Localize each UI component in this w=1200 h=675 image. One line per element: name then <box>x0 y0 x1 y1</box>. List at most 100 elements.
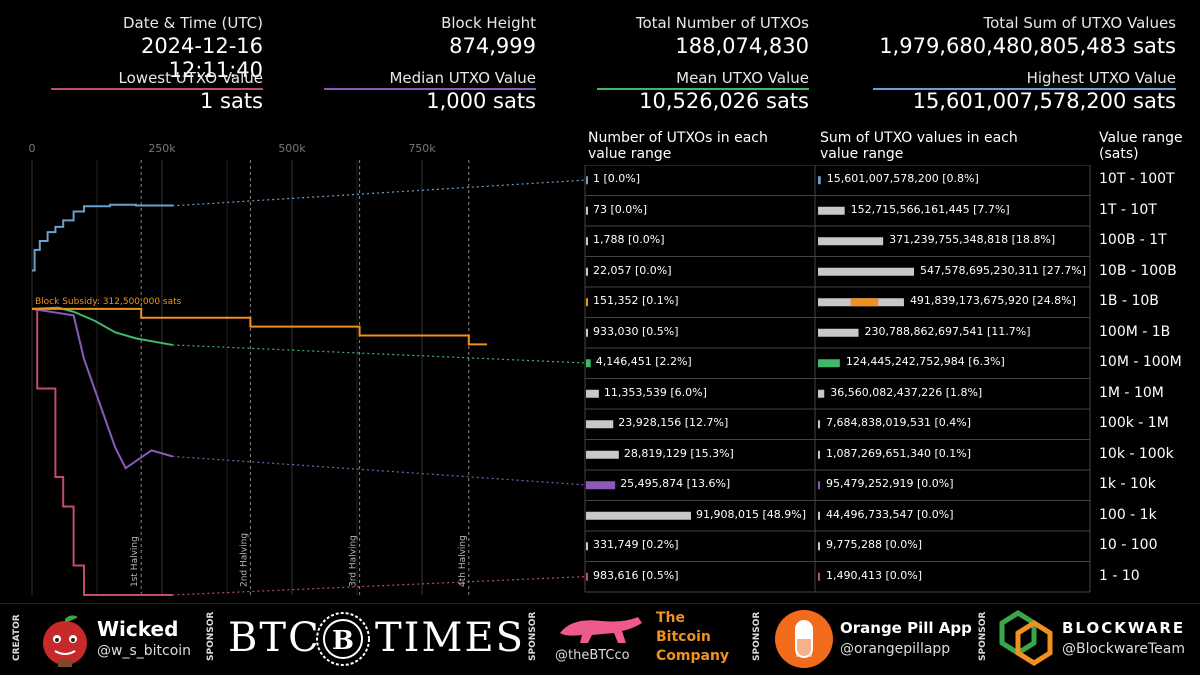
stat-bottom-label: Median UTXO Value <box>389 69 536 87</box>
sum-bar <box>818 481 820 490</box>
x-tick-label: 250k <box>148 142 176 155</box>
sum-bar <box>818 267 914 276</box>
connector-line <box>172 455 588 486</box>
sum-label: 547,578,695,230,311 [27.7%] <box>920 263 1086 277</box>
count-bar <box>586 572 588 581</box>
stat-bottom-1: Median UTXO Value 1,000 sats <box>316 69 536 113</box>
utxo-range-table <box>584 165 1091 593</box>
stat-bottom-underline <box>51 88 263 90</box>
blockware-handle[interactable]: @BlockwareTeam <box>1062 641 1185 657</box>
btctimes-logo-left[interactable]: BTC <box>228 615 321 661</box>
stat-top-value: 874,999 <box>449 34 536 58</box>
sum-label: 36,560,082,437,226 [1.8%] <box>830 385 983 399</box>
value-range-label: 1T - 10T <box>1099 201 1157 218</box>
count-bar <box>586 176 588 185</box>
connector-line <box>172 179 588 207</box>
x-tick-label: 500k <box>278 142 306 155</box>
value-range-label: 10B - 100B <box>1099 262 1177 279</box>
count-label: 933,030 [0.5%] <box>593 324 679 338</box>
count-label: 1 [0.0%] <box>593 172 641 186</box>
halving-label: 2nd Halving <box>239 533 249 587</box>
bitcoin-company-name: The Bitcoin Company <box>656 609 729 666</box>
count-bar <box>586 359 591 368</box>
bitcoin-company-handle[interactable]: @theBTCco <box>555 648 630 663</box>
count-label: 25,495,874 [13.6%] <box>620 477 731 491</box>
stat-bottom-value: 1,000 sats <box>426 89 536 113</box>
sponsor-label-2: SPONSOR <box>528 611 538 661</box>
sum-label: 152,715,566,161,445 [7.7%] <box>850 202 1010 216</box>
value-range-label: 1k - 10k <box>1099 476 1156 493</box>
count-bar <box>586 389 599 398</box>
count-bar <box>586 237 588 246</box>
count-label: 151,352 [0.1%] <box>593 294 679 308</box>
count-bar <box>586 511 691 520</box>
sum-label: 15,601,007,578,200 [0.8%] <box>826 172 979 186</box>
sponsor-label-3: SPONSOR <box>752 611 762 661</box>
sum-bar <box>818 420 820 429</box>
stat-bottom-label: Highest UTXO Value <box>1026 69 1176 87</box>
creator-name: Wicked <box>97 617 179 641</box>
stat-bottom-3: Highest UTXO Value 15,601,007,578,200 sat… <box>856 69 1176 113</box>
x-tick-label: 0 <box>29 142 36 155</box>
bitcoin-company-name-1: The <box>656 610 686 626</box>
value-range-label: 10k - 100k <box>1099 445 1174 462</box>
series-line-block-subsidy <box>32 307 487 346</box>
count-bar <box>586 450 619 459</box>
stat-top-label: Block Height <box>441 14 536 32</box>
stat-bottom-value: 1 sats <box>199 89 263 113</box>
sum-label: 1,490,413 [0.0%] <box>826 568 923 582</box>
stat-bottom-underline <box>873 88 1176 90</box>
stat-top-0: Date & Time (UTC) 2024-12-16 12:11:40 <box>43 14 263 82</box>
sum-bar <box>818 206 845 215</box>
count-bar <box>586 542 588 551</box>
sum-header-text: Sum of UTXO values in each value range <box>820 130 1018 162</box>
bitcoin-company-name-3: Company <box>656 648 730 664</box>
sum-label: 44,496,733,547 [0.0%] <box>826 507 954 521</box>
sum-bar <box>818 389 825 398</box>
orange-pill-handle[interactable]: @orangepillapp <box>840 641 951 657</box>
halving-label: 1st Halving <box>130 536 140 587</box>
connector-line <box>172 344 588 364</box>
creator-handle[interactable]: @w_s_bitcoin <box>97 643 192 659</box>
stat-top-value: 1,979,680,480,805,483 sats <box>879 34 1176 58</box>
value-range-label: 1M - 10M <box>1099 384 1164 401</box>
count-bar <box>586 481 616 490</box>
count-header-text: Number of UTXOs in each value range <box>588 130 768 162</box>
sum-bar <box>818 511 820 520</box>
sum-label: 371,239,755,348,818 [18.8%] <box>889 233 1056 247</box>
value-range-label: 10M - 100M <box>1099 354 1182 371</box>
sum-bar <box>818 237 884 246</box>
stat-bottom-value: 10,526,026 sats <box>639 89 809 113</box>
value-range-label: 1B - 10B <box>1099 293 1159 310</box>
count-bar <box>586 206 588 215</box>
sum-label: 491,839,173,675,920 [24.8%] <box>909 294 1076 308</box>
sum-bar <box>818 542 820 551</box>
value-range-label: 100M - 1B <box>1099 323 1171 340</box>
sum-bar <box>818 572 820 581</box>
count-label: 983,616 [0.5%] <box>593 568 679 582</box>
btctimes-seal-icon: B <box>316 612 370 666</box>
utxo-value-line-chart: 0 250k 500k 750k 1st Halving 2nd Halving 3rd H… <box>29 142 588 596</box>
btctimes-logo-right[interactable]: TIMES <box>375 615 526 661</box>
count-label: 91,908,015 [48.9%] <box>696 507 807 521</box>
range-header-text: Value range (sats) <box>1099 130 1183 162</box>
block-subsidy-label: Block Subsidy: 312,500,000 sats <box>35 297 182 307</box>
wicked-avatar-icon <box>43 615 87 667</box>
stat-top-value: 188,074,830 <box>675 34 809 58</box>
sum-bar <box>818 328 859 337</box>
count-bar <box>586 328 588 337</box>
stat-top-label: Total Number of UTXOs <box>635 14 809 32</box>
blockware-logo-icon <box>999 610 1053 666</box>
sponsor-label-4: SPONSOR <box>978 611 988 661</box>
count-label: 73 [0.0%] <box>593 202 648 216</box>
stat-bottom-label: Mean UTXO Value <box>676 69 809 87</box>
range-column-header: Value range (sats) <box>1099 130 1189 162</box>
stat-top-1: Block Height 874,999 <box>316 14 536 58</box>
series-line-highest-utxo-value <box>32 203 174 272</box>
orange-pill-name: Orange Pill App <box>840 619 972 637</box>
sum-label: 230,788,862,697,541 [11.7%] <box>864 324 1031 338</box>
sponsor-label-1: SPONSOR <box>206 611 216 661</box>
bitcoin-company-name-2: Bitcoin <box>656 629 711 645</box>
series-line-mean-utxo-value <box>31 306 173 346</box>
sum-label: 1,087,269,651,340 [0.1%] <box>826 446 971 460</box>
